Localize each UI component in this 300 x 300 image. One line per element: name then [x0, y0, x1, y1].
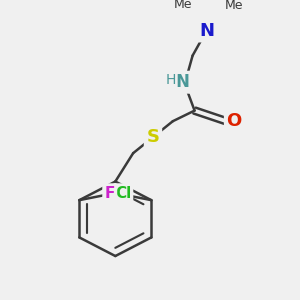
Text: H: H [166, 73, 176, 86]
Text: Cl: Cl [115, 186, 131, 201]
Text: Me: Me [225, 0, 244, 12]
Text: N: N [199, 22, 214, 40]
Text: S: S [146, 128, 160, 146]
Text: F: F [105, 186, 115, 201]
Text: O: O [226, 112, 242, 130]
Text: Me: Me [173, 0, 192, 11]
Text: N: N [176, 73, 190, 91]
